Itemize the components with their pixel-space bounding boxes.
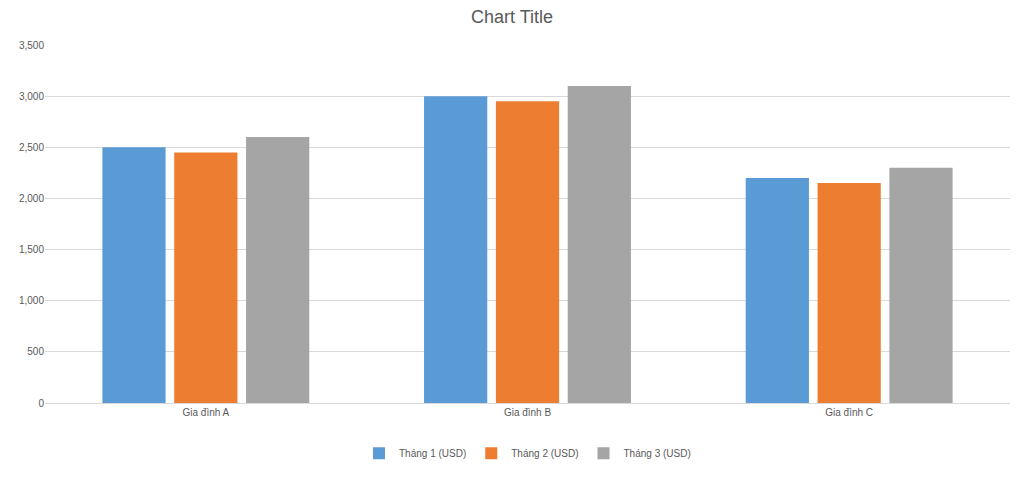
- svg-text:1,000: 1,000: [19, 295, 44, 306]
- svg-text:3,000: 3,000: [19, 91, 44, 102]
- svg-text:3,500: 3,500: [19, 40, 44, 51]
- svg-text:Gia đình B: Gia đình B: [504, 407, 552, 418]
- svg-text:Tháng 2 (USD): Tháng 2 (USD): [511, 448, 578, 459]
- svg-text:500: 500: [27, 346, 44, 357]
- svg-text:1,500: 1,500: [19, 244, 44, 255]
- svg-text:Gia đình C: Gia đình C: [825, 407, 873, 418]
- svg-text:Tháng 1 (USD): Tháng 1 (USD): [399, 448, 466, 459]
- svg-text:Tháng 3 (USD): Tháng 3 (USD): [624, 448, 691, 459]
- svg-text:2,500: 2,500: [19, 142, 44, 153]
- svg-text:0: 0: [38, 398, 44, 409]
- svg-text:2,000: 2,000: [19, 193, 44, 204]
- svg-text:Chart Title: Chart Title: [471, 7, 553, 27]
- svg-text:Gia đình A: Gia đình A: [182, 407, 229, 418]
